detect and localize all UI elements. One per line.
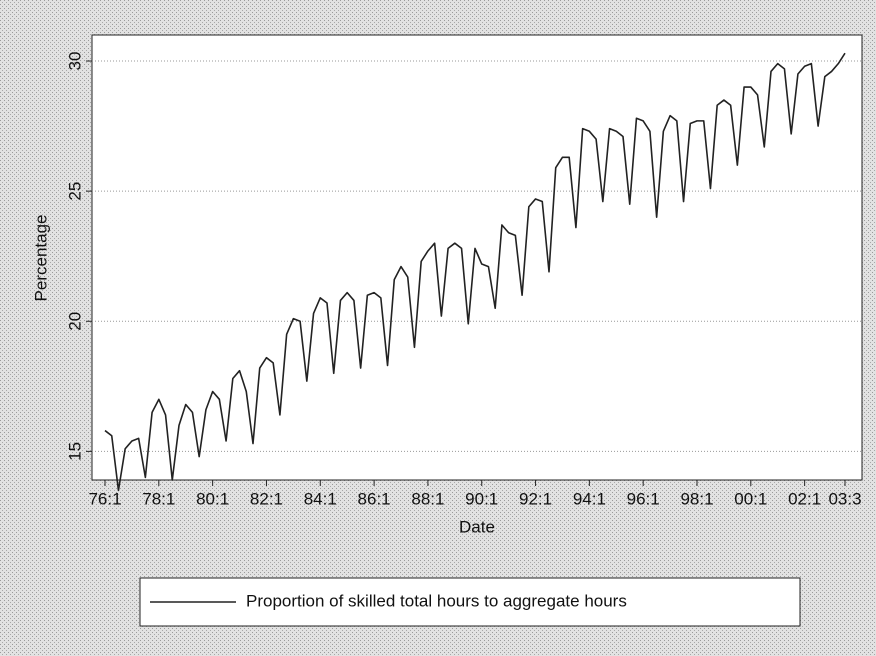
data-line (104, 52, 846, 492)
x-tick-label: 90:1 (465, 489, 498, 508)
y-tick-label: 20 (65, 312, 84, 331)
x-tick-label: 98:1 (680, 489, 713, 508)
x-tick-label: 00:1 (734, 489, 767, 508)
legend (139, 577, 801, 627)
legend-label: Proportion of skilled total hours to agg… (246, 591, 627, 610)
y-tick-label: 15 (65, 442, 84, 461)
x-tick-label: 92:1 (519, 489, 552, 508)
x-tick-label: 03:3 (828, 489, 861, 508)
x-tick-label: 76:1 (88, 489, 121, 508)
x-tick-label: 02:1 (788, 489, 821, 508)
y-axis-title: Percentage (31, 215, 50, 302)
x-tick-label: 84:1 (304, 489, 337, 508)
x-tick-label: 82:1 (250, 489, 283, 508)
x-tick-label: 88:1 (411, 489, 444, 508)
x-tick-label: 86:1 (358, 489, 391, 508)
y-tick-label: 25 (65, 182, 84, 201)
x-tick-label: 80:1 (196, 489, 229, 508)
x-axis-title: Date (459, 517, 495, 536)
x-tick-label: 96:1 (627, 489, 660, 508)
y-tick-label: 30 (65, 52, 84, 71)
x-tick-label: 78:1 (142, 489, 175, 508)
x-tick-label: 94:1 (573, 489, 606, 508)
plot-area (91, 34, 863, 481)
